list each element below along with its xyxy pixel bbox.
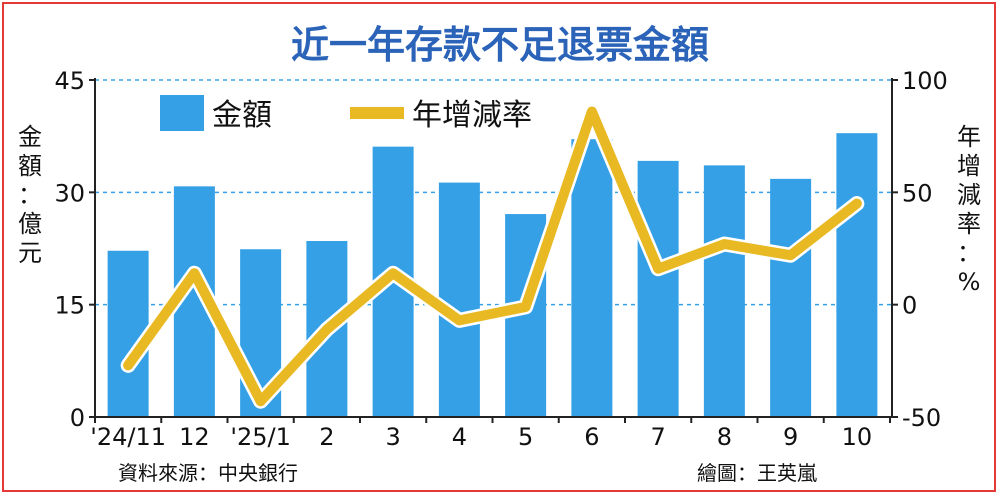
y-tick-label-right: 0 (902, 292, 917, 320)
x-tick-label: 3 (385, 423, 400, 451)
x-tick-label: 6 (584, 423, 599, 451)
axis-label-char: 億 (18, 210, 42, 238)
x-tick-label: 12 (179, 423, 210, 451)
x-tick-label: 9 (783, 423, 798, 451)
legend: 金額 年增減率 (160, 95, 532, 133)
x-tick-label: 2 (319, 423, 334, 451)
x-tick-label: 8 (717, 423, 732, 451)
growth-point (326, 328, 328, 330)
axes (89, 78, 898, 423)
growth-point (790, 254, 792, 256)
y-tick-label-left: 45 (54, 67, 85, 95)
axis-label-char: % (958, 268, 981, 296)
axis-label-char: 年 (957, 123, 981, 151)
credit-text: 繪圖：王英嵐 (697, 461, 817, 485)
growth-point (657, 268, 659, 270)
growth-point (723, 243, 725, 245)
axis-label-char: 金 (18, 123, 42, 151)
x-tick-label: '25/1 (230, 423, 291, 451)
axis-label-char: ： (18, 181, 42, 209)
axis-label-char: 率 (957, 210, 981, 238)
bar-series (107, 133, 878, 417)
y-tick-label-left: 0 (70, 404, 85, 432)
growth-point (127, 364, 129, 366)
x-tick-label: 4 (452, 423, 467, 451)
line-series (120, 103, 865, 409)
growth-point (856, 203, 858, 205)
y-tick-label-right: -50 (902, 404, 941, 432)
bar (703, 165, 745, 417)
bar (836, 133, 878, 417)
bar (571, 139, 613, 417)
chart-title: 近一年存款不足退票金額 (291, 23, 709, 67)
axis-label-char: 元 (18, 239, 42, 267)
y-tick-label-right: 50 (902, 179, 933, 207)
axis-label-char: 減 (957, 181, 981, 209)
legend-label-growth: 年增減率 (412, 98, 532, 133)
axis-label-char: 額 (18, 152, 42, 180)
legend-swatch-growth (350, 107, 404, 119)
legend-label-amount: 金額 (212, 98, 272, 133)
growth-line (123, 106, 862, 407)
growth-point (591, 110, 593, 112)
legend-swatch-amount (160, 95, 204, 131)
growth-point (260, 400, 262, 402)
y-tick-label-right: 100 (902, 67, 948, 95)
growth-point (458, 319, 460, 321)
growth-point (392, 272, 394, 274)
axis-label-char: ： (957, 239, 981, 267)
y-tick-label-left: 15 (54, 292, 85, 320)
source-text: 資料來源：中央銀行 (118, 461, 298, 485)
growth-point (525, 306, 527, 308)
grid-lines (95, 79, 892, 306)
bar (438, 182, 480, 417)
x-tick-label: 5 (518, 423, 533, 451)
x-tick-label: '24/11 (90, 423, 166, 451)
axis-label-char: 增 (957, 152, 981, 180)
bar (770, 178, 812, 417)
y-axis-right-label: 年增減率：% (957, 123, 981, 296)
y-tick-label-left: 30 (54, 179, 85, 207)
growth-point (193, 272, 195, 274)
bar (637, 160, 679, 417)
y-axis-left-label: 金額：億元 (18, 123, 42, 267)
x-tick-label: 7 (650, 423, 665, 451)
x-tick-label: 10 (842, 423, 873, 451)
